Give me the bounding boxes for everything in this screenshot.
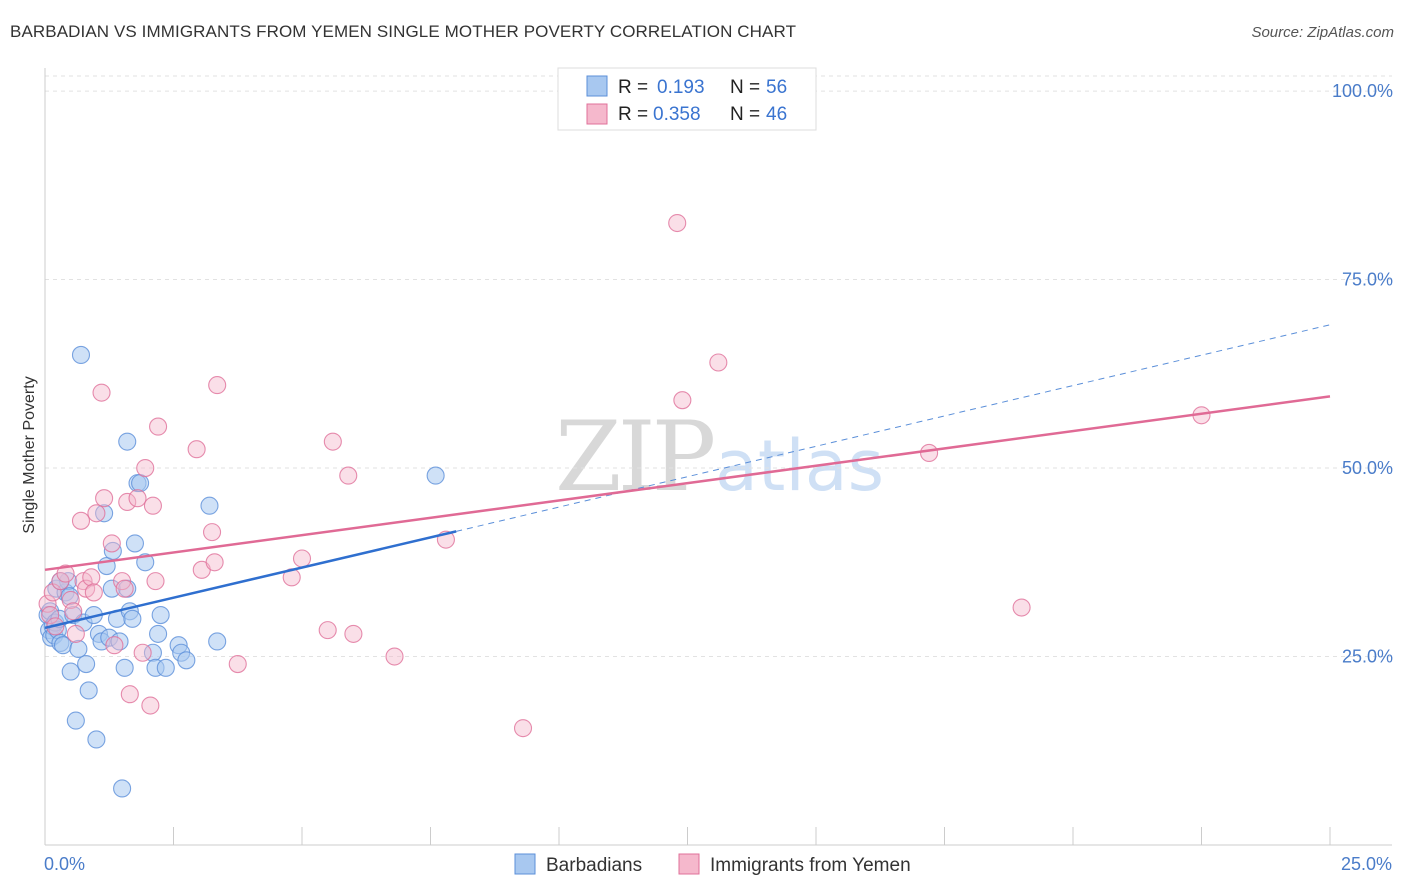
yemen-point: [513, 719, 533, 738]
trend-lines: [44, 324, 1331, 630]
yemen-point: [208, 376, 227, 395]
barbadians-point: [149, 624, 168, 643]
yemen-point: [92, 383, 111, 402]
barbadians-point: [426, 466, 445, 485]
legend-r-label: R =: [618, 104, 648, 125]
y-tick-label: 50.0%: [1342, 458, 1393, 478]
yemen-point: [205, 553, 224, 572]
barbadians-point: [113, 779, 132, 798]
yemen-trend-line: [44, 395, 1331, 572]
legend-swatch-blue: [586, 75, 608, 97]
barbadians-point: [61, 662, 80, 681]
x-tick-label-min: 0.0%: [44, 854, 85, 874]
barbadians-point: [177, 651, 196, 670]
barbadians-point: [156, 658, 175, 677]
watermark-zip: ZIP: [555, 401, 714, 513]
barbadians-point: [69, 639, 88, 659]
barbadians-trend-line: [44, 530, 457, 630]
yemen-point: [292, 549, 312, 568]
yemen-point: [318, 621, 337, 640]
barbadians-point: [118, 432, 137, 451]
yemen-point: [120, 685, 139, 704]
yemen-point: [95, 489, 114, 508]
yemen-point: [113, 572, 132, 591]
yemen-point: [133, 643, 152, 662]
y-tick-label: 75.0%: [1342, 270, 1393, 290]
bottom-legend-barbadians: Barbadians: [546, 855, 642, 876]
yemen-point: [149, 417, 168, 436]
yemen-point: [38, 594, 57, 613]
yemen-point: [56, 564, 75, 583]
yemen-point: [344, 624, 363, 643]
y-tick-label: 25.0%: [1342, 647, 1393, 667]
yemen-point: [61, 590, 80, 610]
yemen-point: [115, 579, 134, 598]
yemen-point: [187, 440, 206, 459]
legend-swatch-pink: [586, 103, 608, 125]
barbadians-point: [123, 609, 142, 628]
barbadians-point: [79, 681, 98, 700]
barbadians-point: [95, 504, 114, 523]
barbadians-point: [208, 632, 227, 651]
y-axis-title: Single Mother Poverty: [21, 376, 38, 533]
yemen-point: [102, 534, 121, 553]
yemen-point: [41, 606, 60, 625]
correlation-legend: R = 0.193 N = 56 R = 0.358 N = 46: [557, 67, 817, 131]
series-legend: Barbadians Immigrants from Yemen: [514, 853, 911, 876]
yemen-point: [128, 489, 147, 508]
bottom-legend-yemen: Immigrants from Yemen: [710, 855, 911, 876]
yemen-point: [64, 602, 83, 621]
bottom-legend-swatch-pink: [678, 853, 700, 875]
barbadians-point: [125, 534, 144, 553]
source-label: Source: ZipAtlas.com: [1251, 24, 1394, 41]
yemen-point: [84, 583, 103, 602]
chart-title: BARBADIAN VS IMMIGRANTS FROM YEMEN SINGL…: [10, 22, 797, 41]
barbadians-point: [77, 655, 96, 674]
yemen-point: [82, 568, 101, 587]
yemen-point: [87, 504, 106, 523]
yemen-point: [203, 523, 222, 542]
yemen-point: [118, 492, 137, 512]
yemen-point: [66, 624, 85, 643]
yemen-point: [143, 496, 162, 515]
bottom-legend-swatch-blue: [514, 853, 536, 875]
yemen-point: [323, 432, 342, 451]
legend-r-label: R =: [618, 77, 648, 98]
watermark-atlas: atlas: [715, 425, 884, 507]
barbadians-point: [115, 658, 134, 677]
legend-n-value-blue: 56: [766, 77, 787, 98]
axes: 25.0% 50.0% 75.0% 100.0%: [44, 68, 1393, 846]
legend-r-value-blue: 0.193: [657, 77, 705, 98]
barbadians-point: [71, 345, 91, 365]
yemen-point: [105, 636, 124, 655]
legend-n-label: N =: [730, 77, 760, 98]
y-tick-label: 100.0%: [1332, 81, 1393, 101]
yemen-point: [1012, 598, 1031, 617]
yemen-point: [71, 511, 91, 530]
barbadians-point: [66, 711, 85, 730]
yemen-point: [146, 572, 165, 591]
yemen-points: [38, 213, 1211, 738]
barbadians-point: [131, 474, 150, 493]
yemen-point: [141, 696, 160, 715]
yemen-point: [920, 443, 939, 463]
barbadians-point: [87, 730, 106, 749]
barbadians-point: [151, 606, 170, 625]
barbadians-point: [200, 496, 219, 515]
yemen-point: [385, 647, 404, 666]
barbadians-points: [38, 345, 445, 798]
yemen-point: [673, 391, 692, 410]
yemen-point: [339, 466, 358, 485]
barbadians-trend-extension: [456, 324, 1331, 532]
legend-n-value-pink: 46: [766, 104, 787, 125]
yemen-point: [709, 353, 728, 372]
x-tick-label-max: 25.0%: [1341, 854, 1392, 874]
yemen-point: [228, 655, 247, 674]
legend-r-value-pink: 0.358: [653, 104, 701, 125]
legend-n-label: N =: [730, 104, 760, 125]
yemen-point: [668, 213, 687, 233]
yemen-point: [136, 458, 155, 478]
